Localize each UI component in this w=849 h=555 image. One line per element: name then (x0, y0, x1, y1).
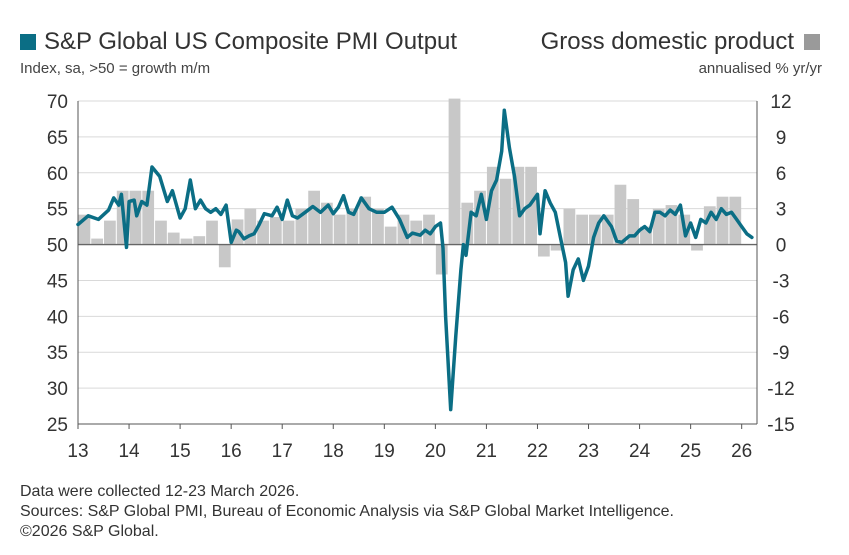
left-tick-label: 60 (47, 164, 68, 185)
gdp-bar (563, 208, 576, 245)
x-tick-label: 22 (527, 441, 548, 462)
legend-gdp: Gross domestic product (541, 28, 820, 56)
gdp-bar (665, 205, 678, 245)
gdp-bar (104, 220, 116, 245)
right-tick-label: 6 (776, 164, 787, 185)
right-tick-label: -3 (773, 271, 790, 292)
gdp-bar (537, 244, 550, 257)
gdp-bar (333, 214, 346, 245)
gdp-bar (499, 178, 512, 245)
gdp-bar (167, 232, 180, 245)
x-tick-label: 16 (221, 441, 242, 462)
right-axis-subtitle: annualised % yr/yr (698, 60, 822, 77)
x-tick-label: 24 (629, 441, 651, 462)
legend: S&P Global US Composite PMI Output Gross… (20, 28, 820, 58)
gdp-bar (640, 226, 652, 245)
footer-collection-note: Data were collected 12-23 March 2026. (20, 483, 300, 500)
x-tick-label: 26 (731, 441, 752, 462)
x-tick-label: 20 (425, 441, 446, 462)
gdp-bar (359, 196, 372, 245)
gdp-bar (308, 190, 320, 245)
pmi-legend-swatch (20, 34, 36, 50)
gdp-bar (142, 190, 155, 245)
right-tick-label: 9 (776, 128, 787, 149)
gdp-bar (91, 238, 104, 245)
legend-pmi: S&P Global US Composite PMI Output (20, 28, 457, 56)
gdp-bar (269, 217, 282, 245)
pmi-series-line (76, 108, 754, 412)
gdp-bar (218, 244, 231, 268)
gdp-bar (321, 202, 333, 245)
gdp-bar (550, 244, 563, 251)
gdp-bar (652, 208, 665, 245)
right-tick-label: 3 (776, 200, 787, 221)
gdp-bar (78, 214, 91, 245)
left-tick-label: 40 (47, 307, 68, 328)
x-tick-label: 17 (272, 441, 293, 462)
footer-copyright: ©2026 S&P Global. (20, 523, 159, 540)
right-tick-label: 12 (770, 92, 791, 113)
x-tick-label: 21 (476, 441, 497, 462)
gdp-bar (244, 208, 257, 245)
x-tick-label: 18 (323, 441, 344, 462)
right-tick-label: 0 (776, 236, 787, 257)
gdp-bar (372, 208, 384, 245)
gdp-bar (461, 202, 474, 245)
gdp-bar (627, 199, 640, 245)
gdp-bar (129, 190, 142, 245)
x-tick-label: 25 (680, 441, 701, 462)
gdp-bar (423, 214, 435, 245)
footer-sources: Sources: S&P Global PMI, Bureau of Econo… (20, 503, 674, 520)
gdp-bar (703, 206, 716, 245)
gdp-bar (614, 184, 627, 245)
gdp-bar (474, 190, 486, 245)
left-tick-label: 25 (47, 415, 68, 436)
left-tick-label: 35 (47, 343, 68, 364)
gdp-bar (486, 166, 499, 245)
right-tick-label: -15 (767, 415, 794, 436)
gdp-bar (155, 220, 167, 245)
x-tick-label: 15 (170, 441, 191, 462)
gdp-legend-label: Gross domestic product (540, 28, 794, 55)
left-axis-subtitle: Index, sa, >50 = growth m/m (20, 60, 211, 77)
left-tick-label: 55 (47, 200, 68, 221)
left-tick-label: 70 (47, 92, 68, 113)
gdp-bar (206, 220, 218, 245)
right-tick-label: -9 (773, 343, 790, 364)
gdp-bar (716, 196, 729, 245)
gdp-bar (448, 98, 461, 245)
gdp-bar (601, 214, 614, 245)
x-tick-label: 23 (578, 441, 599, 462)
left-tick-label: 50 (47, 236, 68, 257)
x-tick-label: 13 (67, 441, 88, 462)
x-tick-label: 19 (374, 441, 395, 462)
pmi-legend-label: S&P Global US Composite PMI Output (44, 28, 458, 55)
right-tick-label: -12 (767, 379, 794, 400)
pmi-gdp-chart: 70656055504540353025129630-3-6-9-12-1513… (47, 92, 795, 462)
gdp-legend-swatch (804, 34, 820, 50)
gdp-bar (282, 220, 295, 245)
gdp-bar (729, 196, 742, 245)
gdp-bar (384, 226, 397, 245)
gdp-bar (180, 238, 193, 245)
left-tick-label: 45 (47, 271, 68, 292)
x-tick-label: 14 (118, 441, 140, 462)
gdp-bar (257, 220, 269, 245)
gdp-bar (346, 208, 359, 245)
footer: Data were collected 12-23 March 2026. So… (20, 482, 674, 542)
left-tick-label: 65 (47, 128, 68, 149)
right-tick-label: -6 (773, 307, 790, 328)
gdp-bar (193, 236, 206, 245)
gdp-bar (295, 208, 308, 245)
gdp-bar (576, 214, 589, 245)
left-tick-label: 30 (47, 379, 68, 400)
gdp-bar (691, 244, 703, 251)
